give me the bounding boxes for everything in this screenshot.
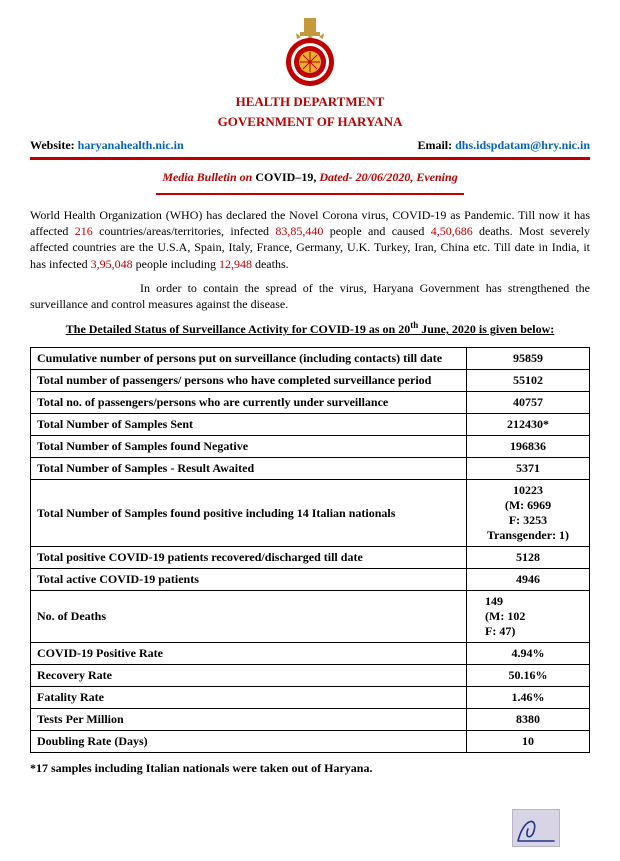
bulletin-covid: COVID–19, <box>255 170 319 184</box>
row-label: Total number of passengers/ persons who … <box>31 370 467 392</box>
bulletin-prefix: Media Bulletin on <box>162 170 255 184</box>
department-title: HEALTH DEPARTMENT <box>30 94 590 110</box>
row-label: Doubling Rate (Days) <box>31 731 467 753</box>
email-block: Email: dhs.idspdatam@hry.nic.in <box>417 138 590 153</box>
p1-n4: 3,95,048 <box>91 257 133 271</box>
paragraph-world: World Health Organization (WHO) has decl… <box>30 207 590 272</box>
row-value: 10 <box>467 731 590 753</box>
row-value: 4.94% <box>467 643 590 665</box>
p1-t6: deaths. <box>252 257 289 271</box>
table-row: Fatality Rate1.46% <box>31 687 590 709</box>
p1-n1: 216 <box>75 224 93 238</box>
status-before: The Detailed Status of Surveillance Acti… <box>66 322 410 336</box>
table-row: Tests Per Million8380 <box>31 709 590 731</box>
row-value: 5371 <box>467 458 590 480</box>
table-row: No. of Deaths149(M: 102F: 47) <box>31 591 590 643</box>
row-label: Total active COVID-19 patients <box>31 569 467 591</box>
row-value: 50.16% <box>467 665 590 687</box>
row-value: 95859 <box>467 348 590 370</box>
p1-t3: people and caused <box>323 224 430 238</box>
table-row: Doubling Rate (Days)10 <box>31 731 590 753</box>
row-label: Total no. of passengers/persons who are … <box>31 392 467 414</box>
row-value: 1.46% <box>467 687 590 709</box>
row-label: Fatality Rate <box>31 687 467 709</box>
row-value: 55102 <box>467 370 590 392</box>
p1-t2: countries/areas/territories, infected <box>93 224 276 238</box>
signature-box <box>512 809 560 847</box>
row-value: 40757 <box>467 392 590 414</box>
website-block: Website: haryanahealth.nic.in <box>30 138 184 153</box>
table-row: Total positive COVID-19 patients recover… <box>31 547 590 569</box>
p1-n3: 4,50,686 <box>431 224 473 238</box>
footnote: *17 samples including Italian nationals … <box>30 761 590 776</box>
divider-red-full <box>30 157 590 160</box>
table-row: Total Number of Samples found positive i… <box>31 480 590 547</box>
row-value: 5128 <box>467 547 590 569</box>
government-title: GOVERNMENT OF HARYANA <box>30 114 590 130</box>
table-row: Total Number of Samples - Result Awaited… <box>31 458 590 480</box>
table-row: Recovery Rate50.16% <box>31 665 590 687</box>
status-heading: The Detailed Status of Surveillance Acti… <box>30 320 590 337</box>
website-label: Website: <box>30 138 78 152</box>
table-row: Total Number of Samples Sent212430* <box>31 414 590 436</box>
divider-red-short <box>156 193 464 195</box>
row-label: Cumulative number of persons put on surv… <box>31 348 467 370</box>
table-row: Total active COVID-19 patients4946 <box>31 569 590 591</box>
p1-n2: 83,85,440 <box>275 224 323 238</box>
bulletin-heading: Media Bulletin on COVID–19, Dated- 20/06… <box>30 170 590 185</box>
row-label: Total Number of Samples found Negative <box>31 436 467 458</box>
table-row: Total number of passengers/ persons who … <box>31 370 590 392</box>
email-link[interactable]: dhs.idspdatam@hry.nic.in <box>455 138 590 152</box>
bulletin-dated: Dated- 20/06/2020, Evening <box>319 170 457 184</box>
row-value: 149(M: 102F: 47) <box>467 591 590 643</box>
row-value: 10223(M: 6969F: 3253Transgender: 1) <box>467 480 590 547</box>
status-after: June, 2020 is given below: <box>418 322 554 336</box>
row-value: 8380 <box>467 709 590 731</box>
website-link[interactable]: haryanahealth.nic.in <box>78 138 184 152</box>
row-label: Recovery Rate <box>31 665 467 687</box>
row-value: 212430* <box>467 414 590 436</box>
table-row: COVID-19 Positive Rate4.94% <box>31 643 590 665</box>
row-label: No. of Deaths <box>31 591 467 643</box>
row-label: Total positive COVID-19 patients recover… <box>31 547 467 569</box>
email-label: Email: <box>417 138 455 152</box>
row-value: 196836 <box>467 436 590 458</box>
row-label: COVID-19 Positive Rate <box>31 643 467 665</box>
p1-n5: 12,948 <box>219 257 252 271</box>
row-label: Tests Per Million <box>31 709 467 731</box>
surveillance-table: Cumulative number of persons put on surv… <box>30 347 590 753</box>
row-label: Total Number of Samples - Result Awaited <box>31 458 467 480</box>
table-row: Cumulative number of persons put on surv… <box>31 348 590 370</box>
table-row: Total Number of Samples found Negative19… <box>31 436 590 458</box>
row-label: Total Number of Samples Sent <box>31 414 467 436</box>
row-label: Total Number of Samples found positive i… <box>31 480 467 547</box>
p1-t5: people including <box>133 257 219 271</box>
paragraph-haryana: In order to contain the spread of the vi… <box>30 280 590 312</box>
table-row: Total no. of passengers/persons who are … <box>31 392 590 414</box>
contact-row: Website: haryanahealth.nic.in Email: dhs… <box>30 138 590 153</box>
state-emblem <box>30 10 590 88</box>
row-value: 4946 <box>467 569 590 591</box>
